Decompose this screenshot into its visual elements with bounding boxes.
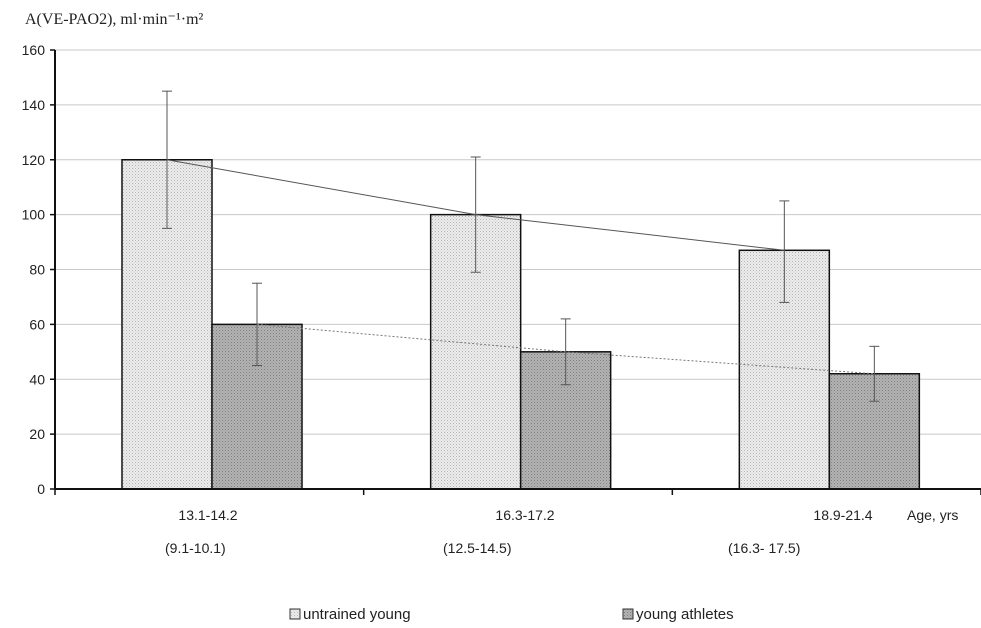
x-tick-sublabel: (16.3- 17.5) bbox=[728, 540, 800, 556]
error-bars bbox=[162, 90, 880, 402]
x-tick-sublabel: (12.5-14.5) bbox=[443, 540, 511, 556]
y-tick-label: 60 bbox=[29, 316, 45, 332]
legend-swatch-untrained bbox=[289, 608, 301, 620]
y-axis-ticks: 0 20 40 60 80 100 120 140 160 bbox=[22, 42, 55, 497]
x-axis-labels: 13.1-14.2 (9.1-10.1) 16.3-17.2 (12.5-14.5) 1… bbox=[165, 507, 873, 556]
y-tick-label: 140 bbox=[22, 97, 46, 113]
x-axis-ticks bbox=[54, 489, 981, 495]
y-tick-label: 100 bbox=[22, 207, 46, 223]
y-tick-label: 0 bbox=[37, 481, 45, 497]
y-tick-label: 80 bbox=[29, 262, 45, 278]
y-tick-label: 160 bbox=[22, 42, 46, 58]
x-tick-label: 16.3-17.2 bbox=[495, 507, 554, 523]
bars bbox=[121, 159, 921, 490]
y-tick-label: 120 bbox=[22, 152, 46, 168]
x-tick-label: 18.9-21.4 bbox=[813, 507, 872, 523]
x-tick-sublabel: (9.1-10.1) bbox=[165, 540, 226, 556]
x-tick-label: 13.1-14.2 bbox=[178, 507, 237, 523]
y-axis-title: A(VE-PAO2), ml·min⁻¹·m² bbox=[25, 11, 204, 28]
x-axis-title: Age, yrs bbox=[907, 507, 958, 523]
legend-label-untrained: untrained young bbox=[303, 606, 411, 623]
y-tick-label: 40 bbox=[29, 371, 45, 387]
legend-label-athletes: young athletes bbox=[636, 606, 734, 623]
legend: untrained young young athletes bbox=[289, 606, 734, 623]
y-tick-label: 20 bbox=[29, 426, 45, 442]
legend-swatch-athletes bbox=[622, 608, 634, 620]
